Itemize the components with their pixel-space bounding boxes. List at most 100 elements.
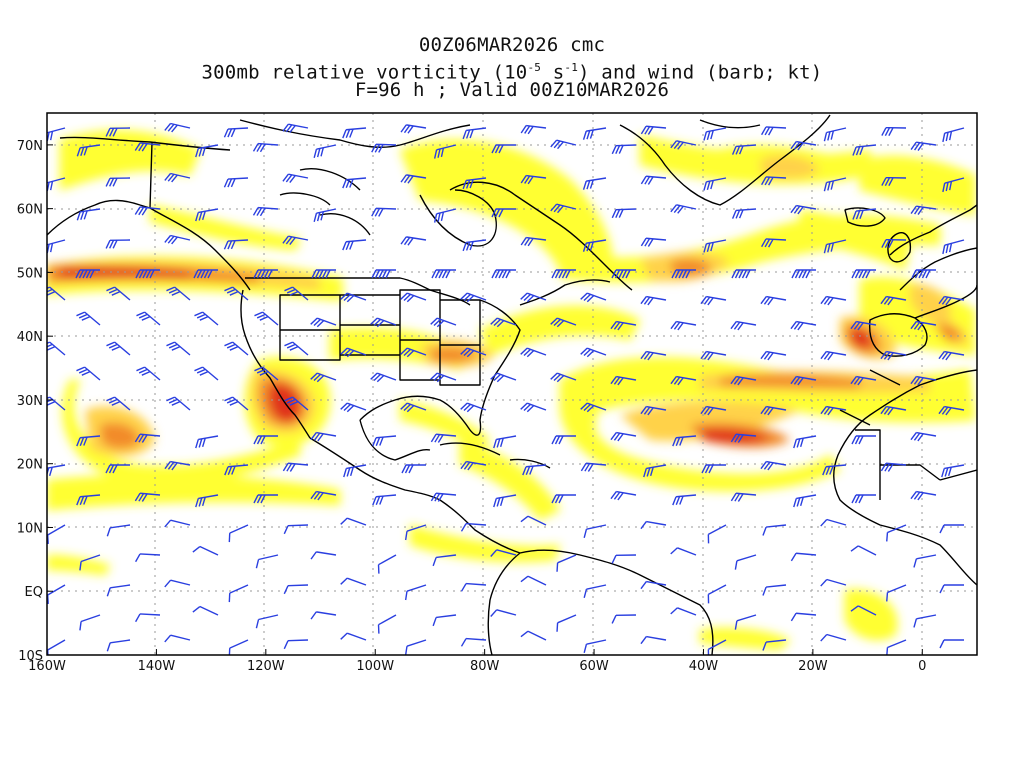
wind-barb: [520, 515, 547, 526]
wind-barb: [47, 524, 66, 544]
wind-barb: [340, 577, 367, 586]
wind-barb: [643, 464, 667, 478]
wind-barb: [762, 639, 787, 651]
wind-barb: [164, 579, 191, 588]
wind-barb: [850, 545, 877, 556]
wind-barb: [910, 375, 937, 386]
wind-barb: [253, 269, 278, 279]
wind-barb: [460, 522, 487, 532]
wind-barb: [400, 124, 427, 134]
wind-barb: [340, 292, 367, 303]
wind-barb: [820, 518, 847, 527]
wind-barb: [460, 292, 487, 303]
wind-barb: [851, 435, 876, 445]
wind-barb: [282, 235, 309, 246]
y-tick-label: 10S: [18, 649, 43, 664]
wind-barb: [672, 435, 697, 447]
wind-barb: [76, 144, 101, 157]
wind-barb: [731, 269, 756, 279]
wind-barb: [582, 239, 607, 252]
wind-barb: [580, 402, 607, 413]
title-run: 00Z06MAR2026 cmc: [418, 34, 606, 56]
wind-barb: [493, 494, 517, 508]
wind-barb: [195, 435, 219, 449]
wind-barb: [791, 269, 816, 279]
wind-barb: [224, 341, 249, 356]
wind-barb: [611, 269, 636, 279]
wind-barb: [283, 584, 309, 595]
wind-barb: [313, 144, 337, 158]
wind-barb: [520, 174, 547, 185]
wind-barb: [490, 372, 517, 383]
wind-barb: [192, 605, 219, 616]
wind-barb: [672, 494, 697, 506]
wind-barb: [370, 317, 397, 328]
wind-barb: [640, 295, 667, 306]
wind-barb: [550, 317, 577, 328]
wind-barb: [941, 464, 965, 478]
wind-barb: [850, 605, 877, 616]
wind-barb: [134, 433, 161, 443]
wind-barb: [491, 144, 516, 154]
y-tick-label: 40N: [17, 330, 43, 345]
wind-barb: [282, 462, 309, 472]
wind-barb: [164, 172, 191, 183]
wind-barb: [430, 372, 457, 383]
wind-barb: [640, 237, 667, 247]
y-tick-label: 30N: [17, 394, 43, 409]
wind-barb: [730, 320, 757, 331]
wind-barb: [881, 176, 907, 187]
wind-barb: [700, 295, 727, 306]
wind-barb: [852, 208, 877, 220]
wind-barb: [282, 123, 309, 134]
wind-barb: [79, 614, 101, 631]
wind-barb: [462, 239, 487, 252]
wind-barb: [520, 236, 547, 247]
wind-barb: [938, 350, 965, 361]
wind-barb: [105, 177, 131, 187]
wind-barb: [520, 630, 547, 641]
wind-barb: [790, 612, 817, 622]
wind-barb: [611, 554, 637, 564]
wind-barb: [47, 464, 66, 477]
wind-barb: [551, 435, 576, 445]
x-tick-label: 140W: [138, 659, 176, 674]
wind-barb: [700, 350, 727, 361]
wind-barb: [310, 611, 337, 620]
wind-barb: [310, 431, 337, 442]
wind-barb: [703, 239, 727, 253]
wind-barb: [76, 208, 101, 221]
wind-barb: [734, 614, 757, 630]
wind-barb: [283, 524, 309, 535]
wind-barb: [520, 292, 547, 303]
wind-barb: [491, 208, 516, 218]
wind-barb: [760, 460, 787, 471]
wind-barb: [881, 238, 907, 249]
wind-barb: [640, 350, 667, 361]
wind-barb: [404, 524, 427, 541]
wind-barb: [790, 140, 817, 151]
wind-barb: [582, 177, 607, 190]
wind-barb: [106, 396, 131, 411]
wind-barb: [433, 144, 457, 159]
wind-barb: [106, 524, 131, 537]
wind-barb: [820, 578, 847, 587]
wind-barb: [106, 286, 131, 301]
wind-barb: [583, 639, 607, 653]
wind-barb: [310, 317, 337, 328]
wind-barb: [820, 405, 847, 416]
wind-barb: [400, 347, 427, 358]
wind-barb: [377, 614, 397, 634]
wind-barb: [460, 347, 487, 358]
wind-barb: [460, 402, 487, 413]
wind-barb: [135, 553, 161, 563]
wind-barb: [942, 239, 965, 255]
wind-barb: [520, 575, 547, 586]
wind-barb: [194, 311, 219, 326]
wind-barb: [790, 552, 817, 562]
wind-barb: [823, 177, 847, 192]
wind-barb: [343, 464, 367, 478]
wind-barb: [253, 494, 278, 504]
wind-barb: [192, 545, 219, 556]
